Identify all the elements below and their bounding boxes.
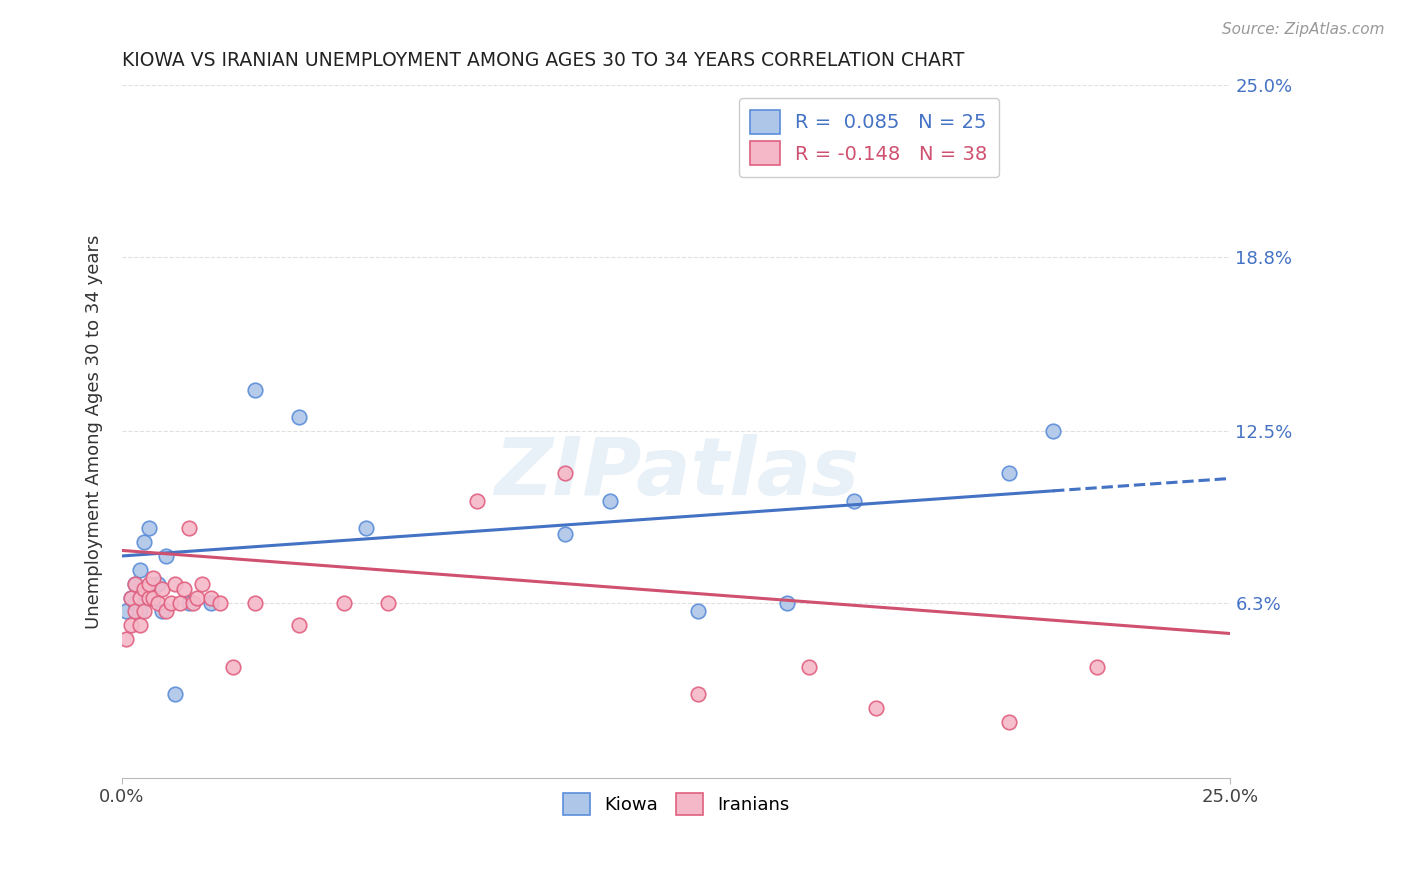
Point [465,493,488,508]
Point [128,591,150,605]
Point [377,596,399,610]
Point [120,591,142,605]
Point [332,596,354,610]
Point [173,582,195,597]
Text: Source: ZipAtlas.com: Source: ZipAtlas.com [1222,22,1385,37]
Point [688,604,710,618]
Point [222,660,245,674]
Point [128,604,150,618]
Point [799,660,821,674]
Point [150,604,173,618]
Point [165,576,187,591]
Point [200,591,222,605]
Point [124,596,146,610]
Point [134,535,156,549]
Point [142,571,165,585]
Point [169,596,191,610]
Point [1042,425,1064,439]
Text: ZIPatlas: ZIPatlas [494,434,859,512]
Point [124,604,146,618]
Point [554,466,576,480]
Point [288,410,311,425]
Point [146,576,169,591]
Point [134,604,156,618]
Point [155,604,177,618]
Point [599,493,621,508]
Point [115,632,138,646]
Point [124,576,146,591]
Point [150,582,173,597]
Point [138,591,160,605]
Point [142,591,165,605]
Point [155,549,177,563]
Point [138,521,160,535]
Point [181,596,204,610]
Point [128,618,150,632]
Point [191,576,214,591]
Point [120,618,142,632]
Y-axis label: Unemployment Among Ages 30 to 34 years: Unemployment Among Ages 30 to 34 years [86,235,103,629]
Point [186,591,208,605]
Point [288,618,311,632]
Point [177,521,200,535]
Legend: Kiowa, Iranians: Kiowa, Iranians [554,784,799,824]
Point [159,596,181,610]
Point [165,688,187,702]
Point [243,596,266,610]
Point [142,591,165,605]
Point [146,596,169,610]
Point [128,563,150,577]
Point [124,576,146,591]
Point [997,715,1019,730]
Point [115,604,138,618]
Point [200,596,222,610]
Point [138,576,160,591]
Point [865,701,887,715]
Point [354,521,377,535]
Point [1087,660,1109,674]
Point [842,493,865,508]
Point [688,688,710,702]
Text: KIOWA VS IRANIAN UNEMPLOYMENT AMONG AGES 30 TO 34 YEARS CORRELATION CHART: KIOWA VS IRANIAN UNEMPLOYMENT AMONG AGES… [122,51,965,70]
Point [243,383,266,397]
Point [120,591,142,605]
Point [208,596,231,610]
Point [997,466,1019,480]
Point [134,582,156,597]
Point [776,596,799,610]
Point [554,526,576,541]
Point [177,596,200,610]
